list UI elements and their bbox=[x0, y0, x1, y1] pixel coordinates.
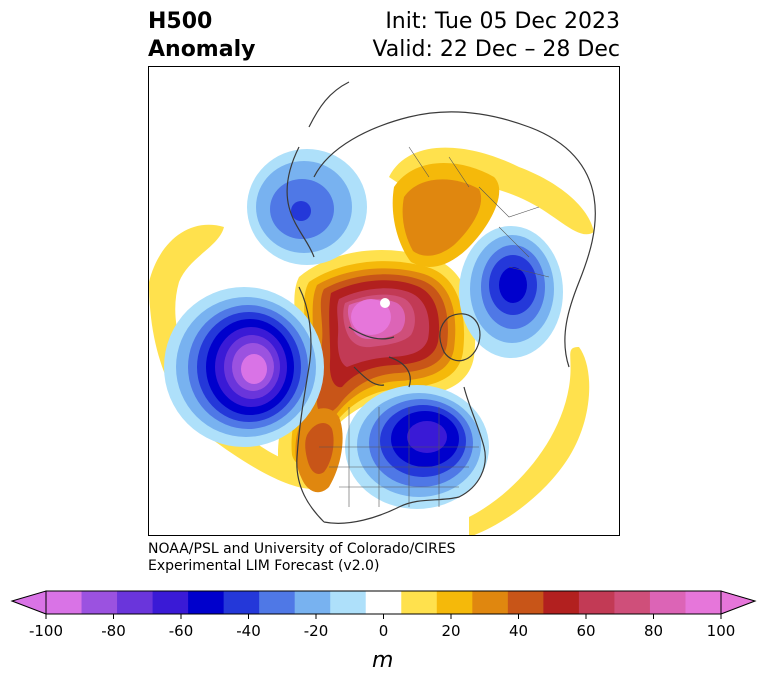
north-pole-marker bbox=[380, 298, 390, 308]
atlantic-yellow-band bbox=[469, 347, 590, 535]
colorbar-swatch bbox=[188, 591, 225, 614]
credit-line-2: Experimental LIM Forecast (v2.0) bbox=[148, 558, 380, 574]
north-america-coast bbox=[296, 286, 486, 524]
eurasia-coast bbox=[313, 111, 596, 368]
colorbar-tick-label: -100 bbox=[29, 622, 63, 640]
greenland-coast bbox=[439, 313, 481, 362]
country-borders bbox=[319, 146, 550, 507]
alaska-trough-core bbox=[291, 201, 311, 221]
colorbar-swatch bbox=[436, 591, 473, 614]
title-right: Init: Tue 05 Dec 2023 Valid: 22 Dec – 28… bbox=[372, 8, 620, 64]
colorbar-swatch bbox=[685, 591, 722, 614]
colorbar-unit-label: m bbox=[372, 648, 394, 673]
credit-block: NOAA/PSL and University of Colorado/CIRE… bbox=[148, 541, 456, 575]
colorbar-swatch bbox=[507, 591, 544, 614]
colorbar-swatch bbox=[152, 591, 189, 614]
ridge-core bbox=[351, 299, 391, 335]
coastlines bbox=[286, 81, 596, 524]
europe-trough-core bbox=[499, 267, 527, 303]
colorbar-tick-label: 20 bbox=[441, 622, 460, 640]
colorbar-swatch bbox=[259, 591, 296, 614]
variable-title: H500 bbox=[148, 9, 213, 34]
colorbar-tick-label: -60 bbox=[169, 622, 194, 640]
colorbar-swatch bbox=[81, 591, 118, 614]
colorbar-swatch bbox=[330, 591, 367, 614]
colorbar-swatch bbox=[543, 591, 580, 614]
colorbar: -100 -80 -60 -40 -20 0 20 40 60 80 100 bbox=[10, 590, 757, 640]
colorbar-swatch bbox=[472, 591, 509, 614]
colorbar-tick-label: 60 bbox=[576, 622, 595, 640]
init-date: Init: Tue 05 Dec 2023 bbox=[385, 9, 620, 34]
colorbar-tick-label: 0 bbox=[379, 622, 389, 640]
credit-line-1: NOAA/PSL and University of Colorado/CIRE… bbox=[148, 541, 456, 557]
political-borders bbox=[319, 146, 550, 507]
negative-anomaly-shading bbox=[164, 149, 563, 509]
colorbar-swatch bbox=[365, 591, 402, 614]
colorbar-swatch bbox=[46, 591, 83, 614]
colorbar-tick-label: 100 bbox=[707, 622, 736, 640]
colorbar-swatch bbox=[649, 591, 686, 614]
colorbar-tick-label: 40 bbox=[509, 622, 528, 640]
anomaly-map bbox=[149, 81, 596, 535]
colorbar-swatch bbox=[223, 591, 260, 614]
map-panel bbox=[148, 66, 620, 536]
title-left: H500 Anomaly bbox=[148, 8, 255, 64]
colorbar-tick-label: -40 bbox=[236, 622, 261, 640]
asia-east-coast bbox=[286, 81, 350, 258]
arctic-islands bbox=[348, 326, 411, 388]
colorbar-swatches bbox=[45, 590, 722, 615]
valid-range: Valid: 22 Dec – 28 Dec bbox=[372, 37, 620, 62]
colorbar-tick-label: -20 bbox=[304, 622, 329, 640]
colorbar-swatch bbox=[578, 591, 615, 614]
eastern-us-trough-core bbox=[407, 421, 447, 453]
colorbar-swatch bbox=[294, 591, 331, 614]
colorbar-extend-high bbox=[720, 590, 757, 615]
colorbar-extend-low bbox=[10, 590, 47, 615]
colorbar-swatch bbox=[117, 591, 154, 614]
pacific-trough-core bbox=[241, 354, 267, 384]
colorbar-swatch bbox=[614, 591, 651, 614]
colorbar-tick-label: 80 bbox=[644, 622, 663, 640]
colorbar-ticks: -100 -80 -60 -40 -20 0 20 40 60 80 100 bbox=[29, 614, 735, 640]
western-na-ridge-inner bbox=[305, 423, 334, 474]
colorbar-tick-label: -80 bbox=[101, 622, 126, 640]
variable-subtitle: Anomaly bbox=[148, 37, 256, 62]
colorbar-swatch bbox=[401, 591, 438, 614]
north-atlantic-ridge-inner bbox=[402, 179, 482, 256]
